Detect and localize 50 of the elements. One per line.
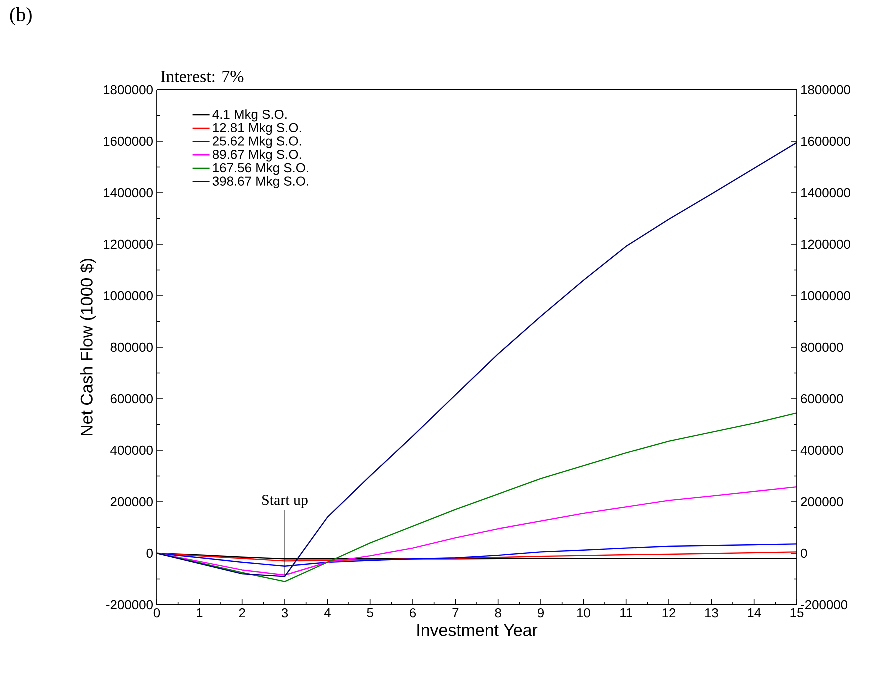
x-tick-label: 9	[538, 608, 544, 618]
x-tick-label: 8	[495, 608, 502, 618]
y-tick-label: 400000	[110, 446, 153, 456]
y-tick-label: 600000	[110, 394, 153, 404]
y-tick-label: 1400000	[104, 188, 153, 198]
x-tick-label: 14	[748, 608, 762, 618]
x-tick-label: 15	[790, 608, 804, 618]
y-tick-label: 200000	[110, 497, 153, 507]
x-tick-label: 0	[154, 608, 160, 618]
y-tick-label: 800000	[110, 342, 153, 352]
y-tick-label: 1200000	[104, 240, 153, 250]
y2-tick-label: 1400000	[802, 188, 850, 198]
x-tick-label: 1	[197, 608, 203, 618]
y2-tick-label: 400000	[800, 446, 844, 456]
legend-label: 398.67 Mkg S.O.	[212, 176, 308, 189]
legend-label: 25.62 Mkg S.O.	[213, 136, 302, 148]
legend-label: 4.1 Mkg S.O.	[212, 110, 287, 122]
x-tick-label: 7	[452, 608, 459, 618]
line-series	[157, 544, 798, 567]
x-tick-label: 11	[620, 608, 632, 618]
x-axis-title: Investment Year	[418, 624, 538, 636]
y2-tick-label: 200000	[801, 497, 844, 507]
y-tick-label: 0	[146, 548, 153, 558]
y-tick-label: -200000	[106, 600, 153, 610]
y2-tick-label: 600000	[801, 394, 844, 404]
y-tick-label: 1000000	[104, 291, 153, 301]
ref-line-label: Start up	[262, 495, 308, 508]
y2-tick-label: -200000	[801, 600, 848, 610]
x-tick-label: 2	[239, 608, 246, 618]
legend-label: 167.56 Mkg S.O.	[213, 163, 308, 176]
y2-tick-label: 800000	[801, 342, 844, 352]
chart-title: Interest: 7%	[161, 70, 244, 82]
x-tick-label: 10	[577, 608, 590, 618]
y2-tick-label: 1600000	[802, 136, 850, 146]
x-tick-label: 5	[367, 608, 374, 618]
x-tick-label: 6	[410, 608, 416, 618]
x-tick-label: 13	[705, 608, 718, 618]
y2-tick-label: 1000000	[802, 291, 850, 301]
y2-tick-label: 1800000	[802, 85, 850, 95]
y2-tick-label: 1200000	[802, 240, 850, 250]
x-tick-label: 12	[662, 608, 676, 618]
legend-label: 89.67 Mkg S.O.	[212, 150, 302, 162]
x-tick-label: 4	[324, 608, 331, 618]
y-tick-label: 1600000	[104, 136, 153, 146]
legend-label: 12.81 Mkg S.O.	[213, 122, 302, 136]
y2-tick-label: 0	[801, 548, 808, 558]
y-axis-title: Net Cash Flow (1000 $)	[80, 259, 96, 436]
x-tick-label: 3	[282, 608, 288, 618]
text: (b)	[10, 8, 32, 26]
y-tick-label: 1800000	[104, 85, 153, 95]
